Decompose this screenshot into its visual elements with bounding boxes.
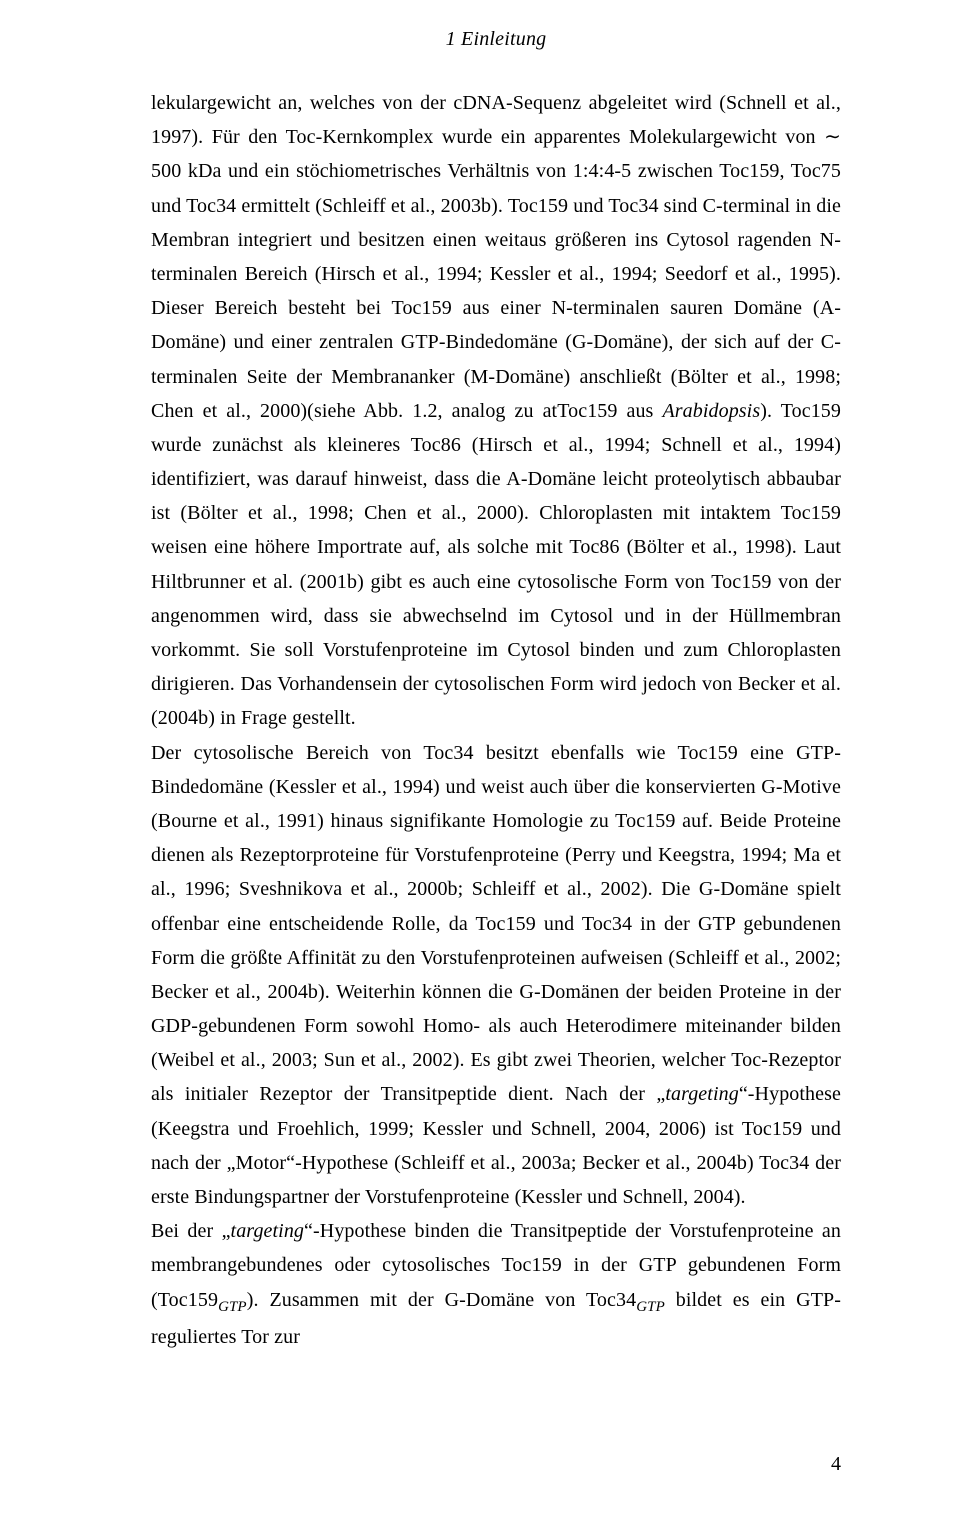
header-title: 1 Einleitung: [446, 28, 547, 50]
p1-text-b: Toc159 und Toc34 sind C-terminal in die …: [151, 195, 841, 422]
p2-italic-targeting: targeting: [665, 1083, 739, 1105]
body-text: lekulargewicht an, welches von der cDNA-…: [151, 86, 841, 1354]
page-number: 4: [831, 1453, 841, 1476]
p3-subscript-gtp-1: GTP: [218, 1299, 247, 1315]
p3-subscript-gtp-2: GTP: [636, 1299, 665, 1315]
paragraph-2: Der cytosolische Bereich von Toc34 besit…: [151, 736, 841, 1215]
p1-italic-arabidopsis: Arabidopsis: [662, 400, 760, 422]
p3-text-mid2: ). Zusammen mit der G-Domäne von Toc34: [247, 1289, 637, 1311]
p2-text-a: Der cytosolische Bereich von Toc34 besit…: [151, 742, 841, 1106]
paragraph-3: Bei der „targeting“-Hypothese binden die…: [151, 1214, 841, 1354]
page-header: 1 Einleitung: [151, 28, 841, 51]
p3-italic-targeting: targeting: [231, 1220, 305, 1242]
paragraph-1: lekulargewicht an, welches von der cDNA-…: [151, 86, 841, 736]
p3-text-pre: Bei der „: [151, 1220, 231, 1242]
p1-text-c: ). Toc159 wurde zunächst als kleineres T…: [151, 400, 841, 730]
